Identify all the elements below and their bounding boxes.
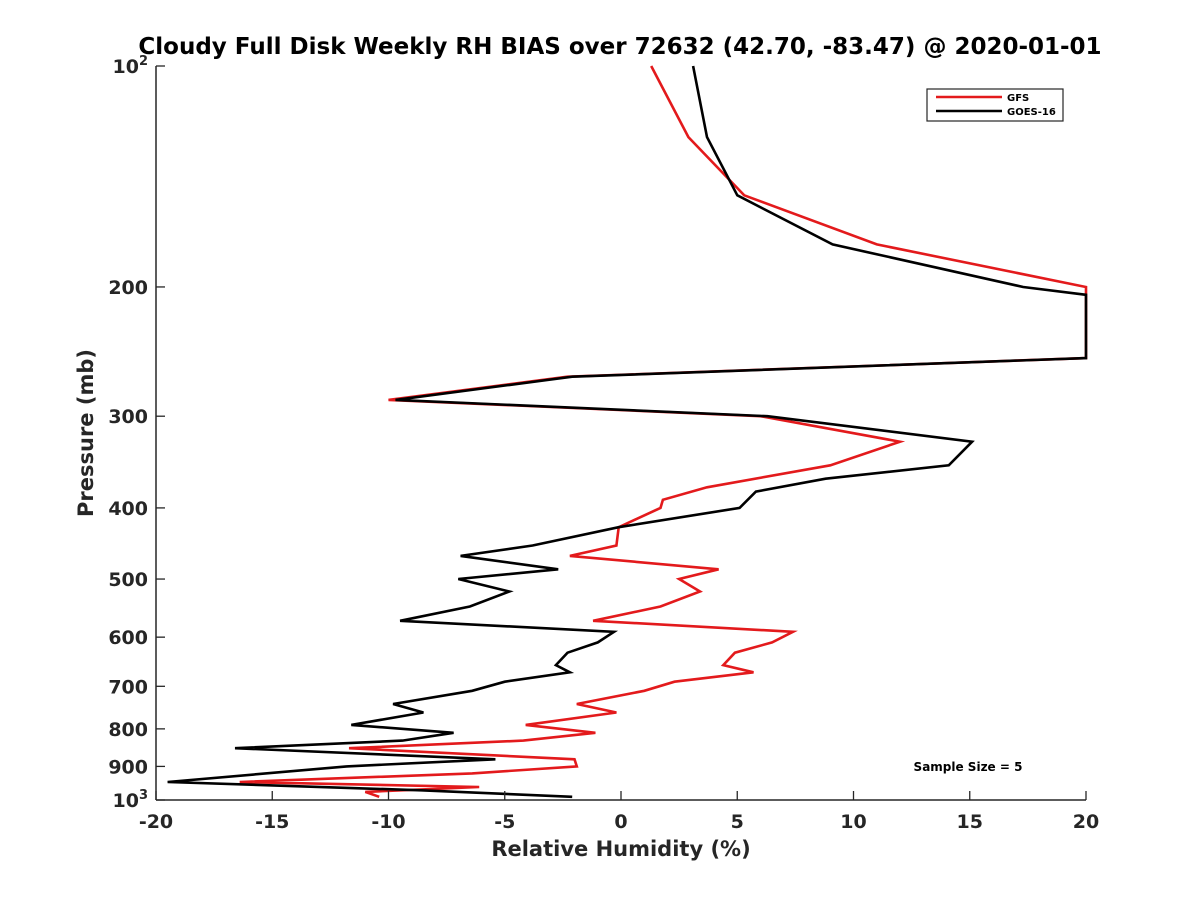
x-tick-label: -5 [494,811,515,833]
y-tick-label: 700 [108,676,148,698]
y-tick-label: 400 [108,498,148,520]
y-tick-label: 102 [113,54,149,78]
x-tick-label: 10 [840,811,866,833]
x-tick-label: 15 [957,811,983,833]
legend-label-goes16: GOES-16 [1007,107,1056,118]
series-line-gfs [239,65,1088,799]
axes [155,66,1086,801]
y-tick-label: 300 [108,406,148,428]
series-line-goes-16 [167,65,1088,799]
y-tick-label: 800 [108,719,148,741]
y-ticks: 102 200 300 400 500 600 700 800 900 103 [108,54,165,812]
chart-title: Cloudy Full Disk Weekly RH BIAS over 726… [138,34,1101,60]
y-tick-label: 900 [108,756,148,778]
x-ticks: -20 -15 -10 -5 0 5 10 15 20 [139,791,1099,833]
legend-box [926,88,1064,122]
y-tick-label: 103 [113,788,149,812]
x-tick-label: -15 [255,811,289,833]
x-axis-label: Relative Humidity (%) [491,837,750,861]
x-tick-label: 5 [731,811,744,833]
x-tick-label: 0 [614,811,627,833]
x-tick-label: -10 [371,811,405,833]
sample-size-annotation: Sample Size = 5 [914,760,1023,774]
x-tick-label: 20 [1073,811,1099,833]
y-tick-label: 500 [108,569,148,591]
y-tick-label: 200 [108,277,148,299]
y-tick-label: 600 [108,627,148,649]
legend: GFS GOES-16 [926,88,1064,122]
x-tick-label: -20 [139,811,173,833]
y-axis-label: Pressure (mb) [74,349,98,517]
series-layer [167,65,1088,799]
legend-label-gfs: GFS [1007,93,1029,104]
